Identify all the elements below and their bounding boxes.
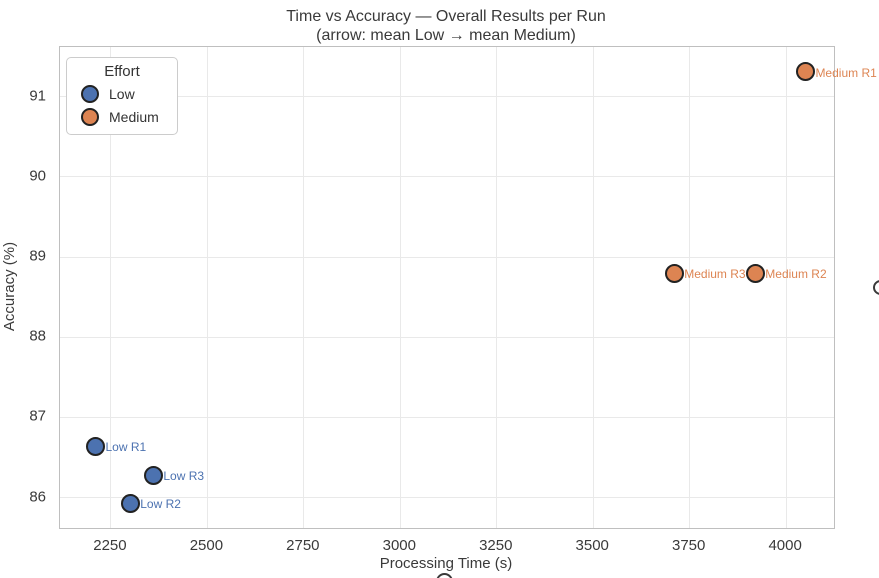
gridline-y-89 xyxy=(60,256,834,258)
point-label-low-r1: Low R1 xyxy=(105,440,147,455)
y-axis-label: Accuracy (%) xyxy=(1,241,18,332)
scatter-point-medium-r1 xyxy=(795,62,815,82)
x-tick-label-4000: 4000 xyxy=(768,537,802,554)
clipped-circle-marker-2 xyxy=(872,279,879,295)
x-tick-label-2500: 2500 xyxy=(189,537,224,554)
x-tick-label-3750: 3750 xyxy=(672,537,706,554)
gridline-y-91 xyxy=(60,96,834,98)
clipped-circle-marker-1 xyxy=(435,572,453,578)
x-tick-label-3500: 3500 xyxy=(575,537,609,554)
gridline-x-3250 xyxy=(496,47,498,528)
gridline-x-3500 xyxy=(592,47,594,528)
gridline-y-88 xyxy=(60,336,834,338)
gridline-y-86 xyxy=(60,497,834,499)
gridline-x-4000 xyxy=(785,47,787,528)
gridline-x-3750 xyxy=(689,47,691,528)
y-tick-label-89: 89 xyxy=(29,247,46,265)
point-label-medium-r3: Medium R3 xyxy=(684,267,746,282)
legend-row-medium: Medium xyxy=(67,106,177,129)
y-tick-label-86: 86 xyxy=(29,488,46,506)
gridline-x-3000 xyxy=(399,47,401,528)
x-tick-label-3250: 3250 xyxy=(479,537,513,554)
y-tick-label-87: 87 xyxy=(29,407,46,425)
gridline-y-87 xyxy=(60,416,834,418)
x-tick-label-2750: 2750 xyxy=(286,537,320,554)
x-tick-label-2250: 2250 xyxy=(93,537,127,554)
plot-area: Effort Low Medium Low R1 Low R2 Low R3 Medi… xyxy=(59,46,877,529)
legend-marker-medium xyxy=(81,108,99,126)
chart-title: Time vs Accuracy — Overall Results per R… xyxy=(59,7,833,45)
legend-title: Effort xyxy=(104,63,140,80)
legend-row-low: Low xyxy=(67,83,177,106)
legend-label-medium: Medium xyxy=(109,109,159,125)
y-tick-label-90: 90 xyxy=(29,167,46,185)
scatter-point-medium-r3 xyxy=(664,263,684,283)
legend-label-low: Low xyxy=(109,86,135,102)
gridline-x-2250 xyxy=(110,47,112,528)
legend-marker-low xyxy=(81,85,99,103)
point-label-low-r3: Low R3 xyxy=(163,469,205,484)
x-axis-label: Processing Time (s) xyxy=(379,555,513,572)
x-tick-label-3000: 3000 xyxy=(382,537,416,554)
point-label-low-r2: Low R2 xyxy=(140,497,181,512)
chart-title-line2: (arrow: mean Low → mean Medium) xyxy=(316,27,576,44)
gridline-x-2500 xyxy=(206,47,208,528)
scatter-point-low-r2 xyxy=(120,493,140,513)
scatter-point-low-r1 xyxy=(85,436,105,456)
scatter-point-low-r3 xyxy=(143,465,163,485)
y-tick-label-88: 88 xyxy=(29,327,46,345)
scatter-point-medium-r2 xyxy=(745,263,765,283)
point-label-medium-r1: Medium R1 xyxy=(815,65,877,80)
point-label-medium-r2: Medium R2 xyxy=(765,267,827,282)
chart-title-line1: Time vs Accuracy — Overall Results per R… xyxy=(286,8,606,25)
gridline-y-90 xyxy=(60,176,834,178)
gridline-x-2750 xyxy=(303,47,305,528)
legend: Effort Low Medium xyxy=(66,57,178,135)
y-tick-label-91: 91 xyxy=(29,87,46,105)
